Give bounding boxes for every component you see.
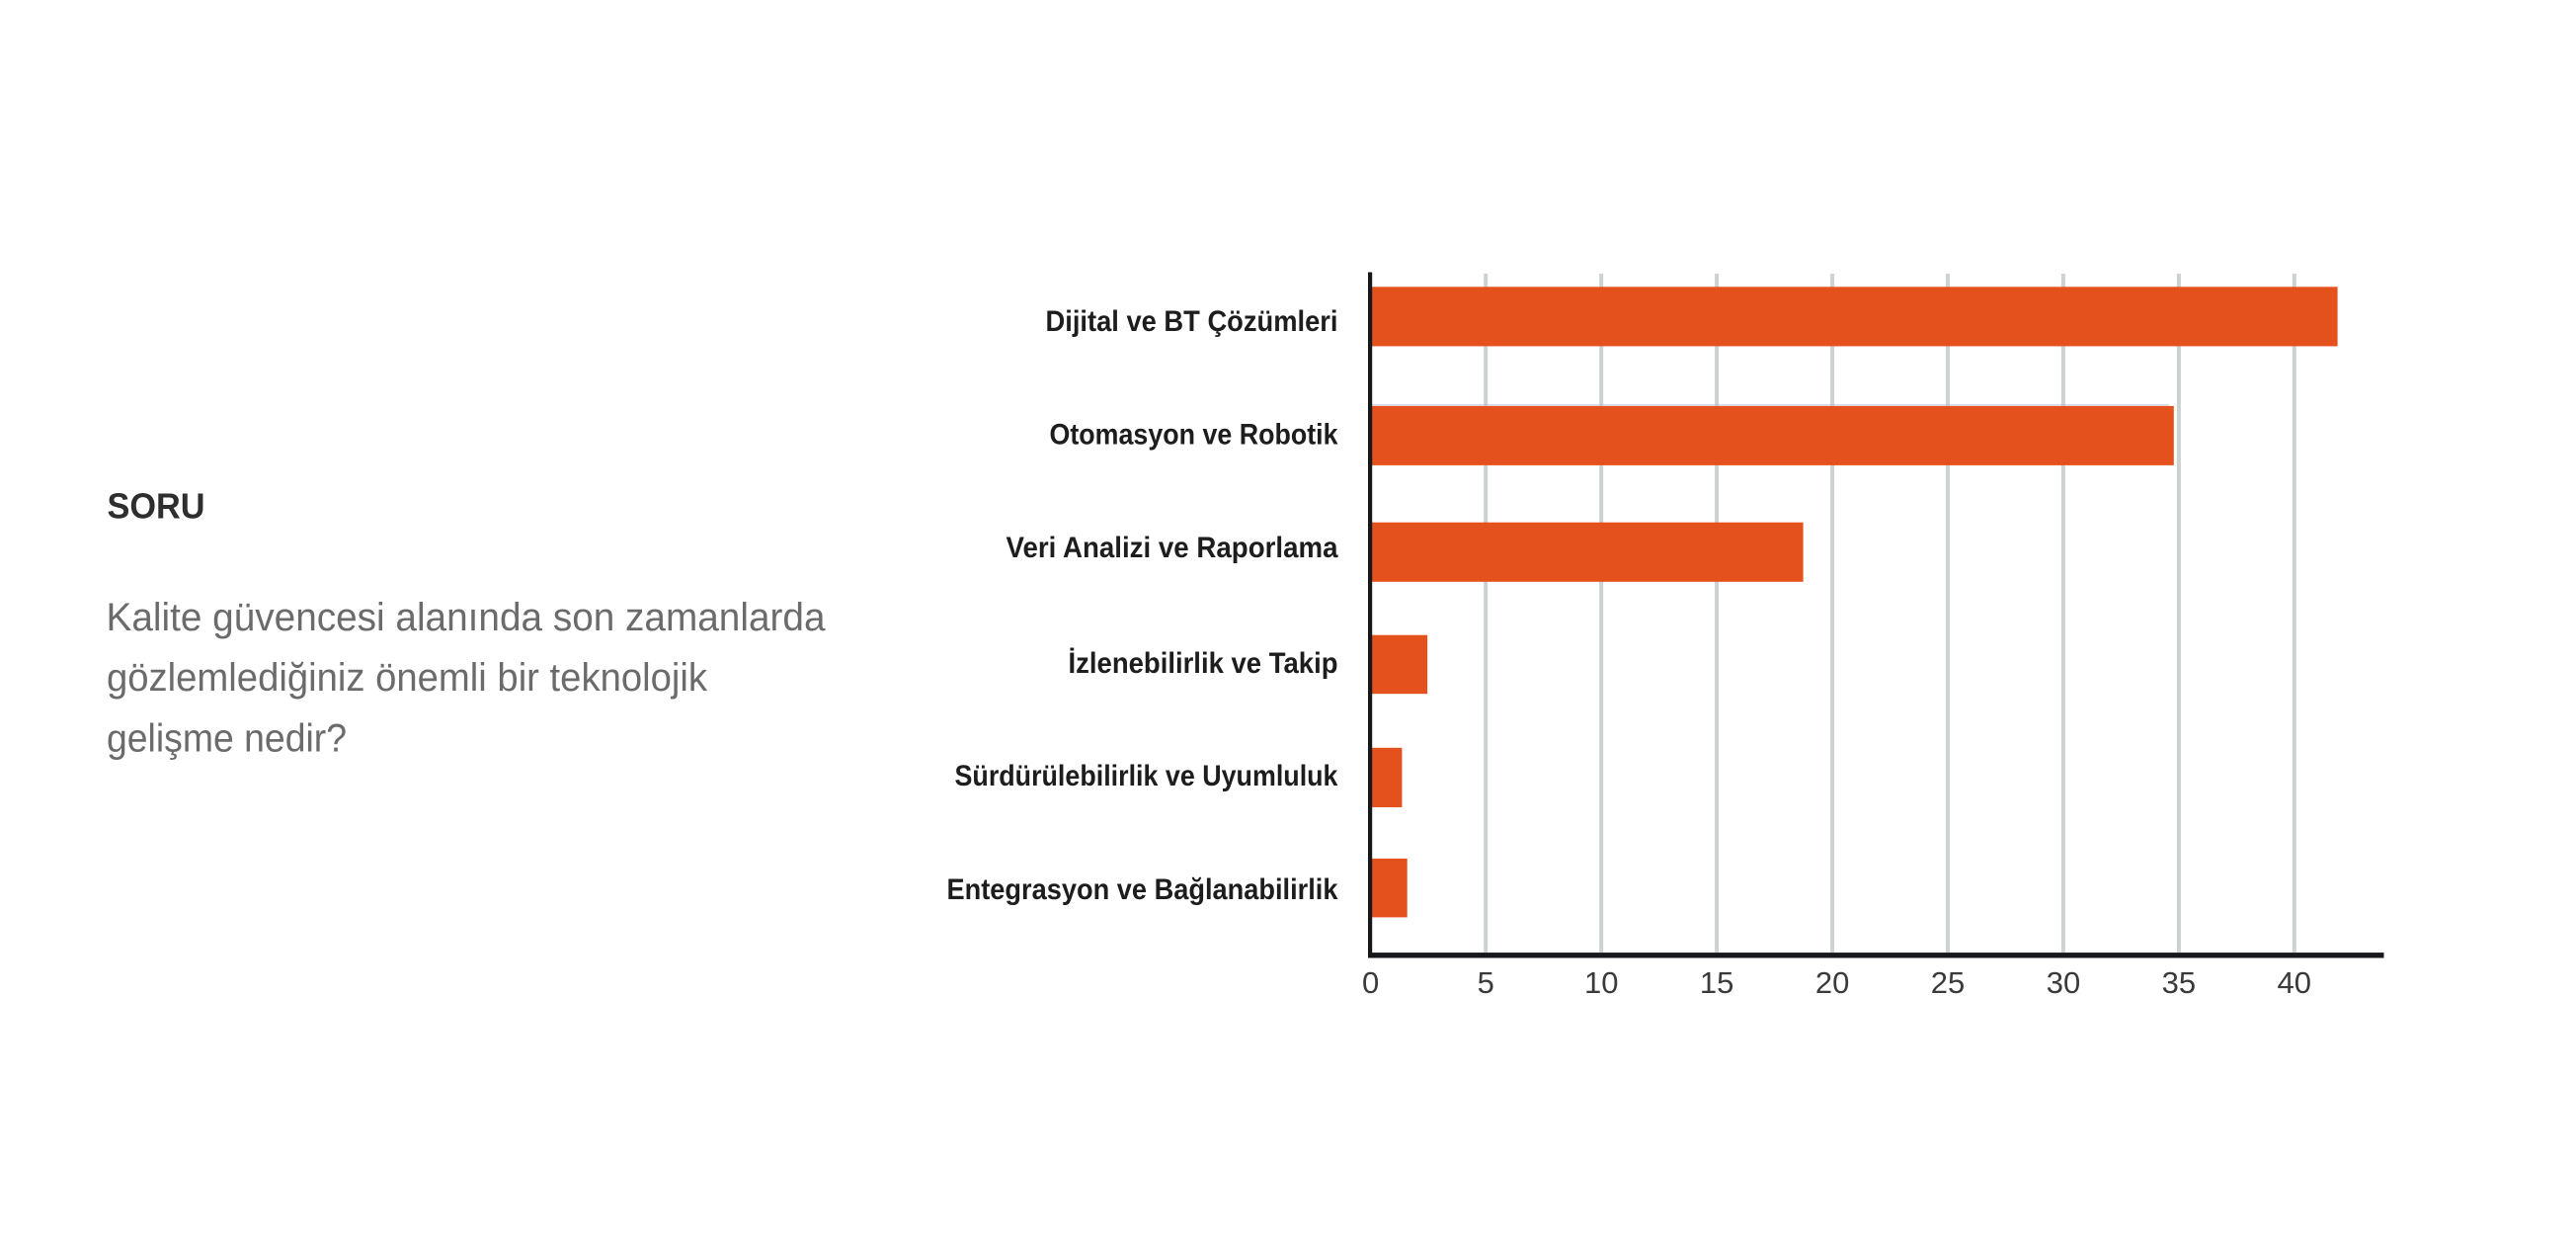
svg-text:SORU: SORU [108,485,205,526]
svg-text:40: 40 [2278,965,2311,1000]
svg-text:5: 5 [1478,965,1494,1000]
svg-text:Veri Analizi ve Raporlama: Veri Analizi ve Raporlama [1006,532,1338,564]
svg-text:Dijital ve BT Çözümleri: Dijital ve BT Çözümleri [1046,305,1338,338]
svg-text:15: 15 [1700,965,1733,1000]
svg-text:10: 10 [1584,965,1618,1000]
svg-text:gözlemlediğiniz önemli bir tek: gözlemlediğiniz önemli bir teknolojik [107,656,708,700]
svg-text:0: 0 [1362,965,1379,1000]
svg-text:İzlenebilirlik ve Takip: İzlenebilirlik ve Takip [1069,647,1338,680]
svg-text:Entegrasyon ve Bağlanabilirlik: Entegrasyon ve Bağlanabilirlik [947,873,1338,906]
svg-text:20: 20 [1815,965,1849,1000]
svg-text:25: 25 [1931,965,1965,1000]
svg-text:Sürdürülebilirlik ve Uyumluluk: Sürdürülebilirlik ve Uyumluluk [955,760,1338,792]
svg-text:30: 30 [2047,965,2080,1000]
svg-text:35: 35 [2162,965,2196,1000]
svg-text:Otomasyon ve Robotik: Otomasyon ve Robotik [1050,418,1338,451]
svg-text:Kalite güvencesi alanında son: Kalite güvencesi alanında son zamanlarda [107,596,827,639]
svg-text:gelişme nedir?: gelişme nedir? [107,716,347,760]
